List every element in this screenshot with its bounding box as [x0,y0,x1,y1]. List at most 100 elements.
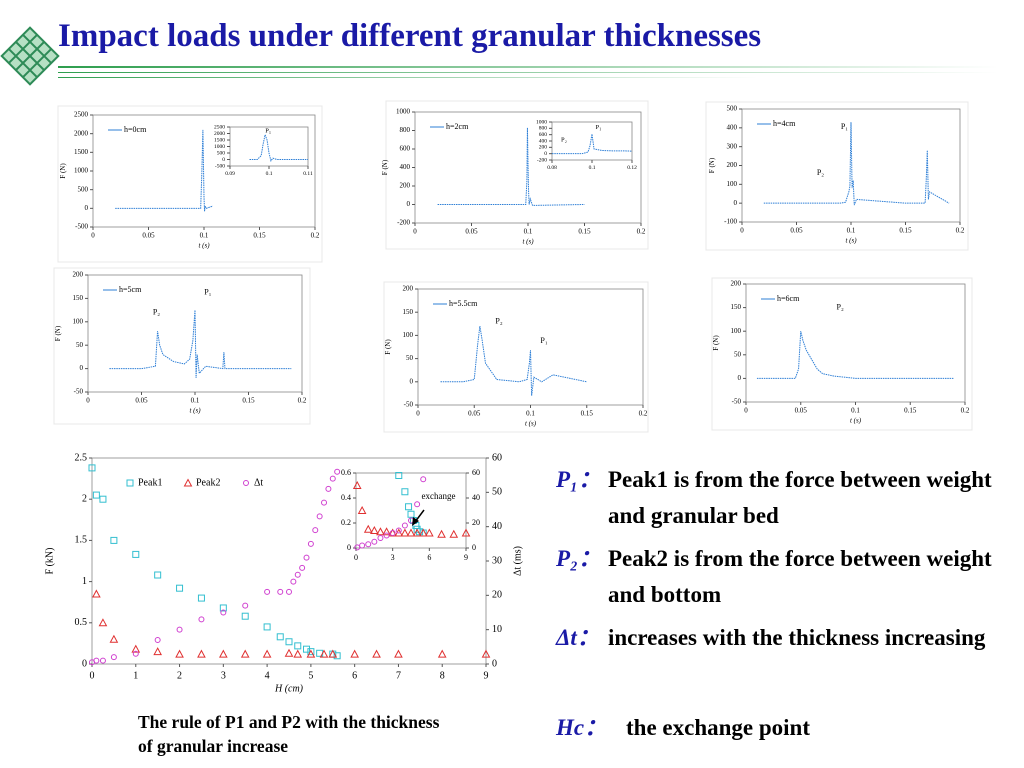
y2-tick-label: 20 [472,518,480,527]
point [92,491,100,499]
y-tick-label: 600 [400,145,411,153]
y-axis-label: F (N) [712,335,720,351]
annotation: P₂ [837,302,844,311]
y2-tick-label: 40 [492,521,502,532]
y-tick-label: 0 [82,658,87,669]
annotation: P₂ [561,136,567,143]
point [437,649,447,658]
y-tick-label: 100 [727,180,738,188]
point [395,472,403,479]
y-tick-label: 1000 [396,108,411,116]
point [377,535,384,541]
x-tick-label: 3 [391,553,395,562]
point [354,544,361,551]
x-tick-label: 0.05 [795,407,808,415]
x-axis-label: t (s) [850,417,862,425]
x-tick-label: 3 [221,670,226,681]
x-tick-label: 0.2 [311,232,320,240]
x-tick-label: 0 [91,232,95,240]
point [153,647,163,656]
x-tick-label: 0.15 [242,397,255,405]
x-tick-label: 0 [740,227,744,235]
note-term: P₁： [556,467,602,492]
point [93,657,100,664]
x-tick-label: 0.1 [851,407,860,415]
caption: The rule of P1 and P2 with the thickness… [138,712,440,756]
x-tick-label: 0.11 [303,171,313,177]
x-tick-label: 8 [440,670,445,681]
point [92,589,101,598]
point [401,488,409,496]
point [242,602,249,609]
point [372,649,381,658]
y-tick-label: 0 [85,204,89,212]
x-tick-label: 0.15 [904,407,917,415]
y-tick-label: -500 [215,163,225,169]
point [131,644,141,653]
y-tick-label: 0 [410,377,414,385]
point [481,649,491,658]
point [197,649,206,658]
y-tick-label: 0.6 [341,468,351,477]
annotation: P₁ [841,122,848,131]
note-term: Δt： [556,625,600,650]
note: P₁： Peak1 is from the force between weigh… [556,462,1011,534]
note-text: the exchange point [626,715,810,740]
x-axis-label: t (s) [845,237,857,245]
chart-frame [705,101,969,251]
point [352,480,362,489]
inset-frame [356,473,466,548]
x-tick-label: 4 [265,670,270,681]
x-axis-label: t (s) [189,407,201,415]
y2-tick-label: 50 [492,487,502,498]
y2-tick-label: 20 [492,590,502,601]
y2-tick-label: 60 [492,452,502,463]
y-tick-label: 800 [539,126,548,132]
logo [0,26,60,86]
series-line [756,331,955,379]
point [376,527,385,536]
x-tick-label: 0 [744,407,748,415]
point [88,464,96,472]
point [132,650,139,657]
y-axis-label: F (N) [384,339,392,355]
y-tick-label: 200 [731,280,742,288]
point [307,648,315,656]
x-tick-label: 0.1 [589,165,596,171]
x-tick-label: 7 [396,670,401,681]
y-tick-label: 0 [347,543,351,552]
x-tick-label: 0 [416,410,420,418]
point [198,616,205,623]
y-tick-label: 400 [400,163,411,171]
x-tick-label: 0.2 [956,227,965,235]
point [369,525,379,534]
annotation: P₂ [817,168,824,177]
point [241,612,249,620]
point [333,652,341,660]
y2-tick-label: 30 [492,555,502,566]
point [299,564,306,571]
x-tick-label: 0.15 [578,228,591,236]
y-tick-label: 1500 [74,148,89,156]
x-tick-label: 0.1 [200,232,209,240]
y-axis-label: F (N) [54,325,62,341]
series-line [109,310,292,378]
point [359,542,366,549]
y-tick-label: 0.5 [75,617,88,628]
point [405,503,413,511]
point [382,527,391,536]
legend-label: h=6cm [777,294,800,303]
y2-tick-label: 0 [492,658,497,669]
y-tick-label: 150 [403,308,414,316]
y-axis-label: F (N) [381,159,389,175]
x-tick-label: 0.1 [847,227,856,235]
point [321,499,328,506]
series-line [249,133,308,162]
point [437,529,446,538]
x-tick-label: 0 [354,553,358,562]
